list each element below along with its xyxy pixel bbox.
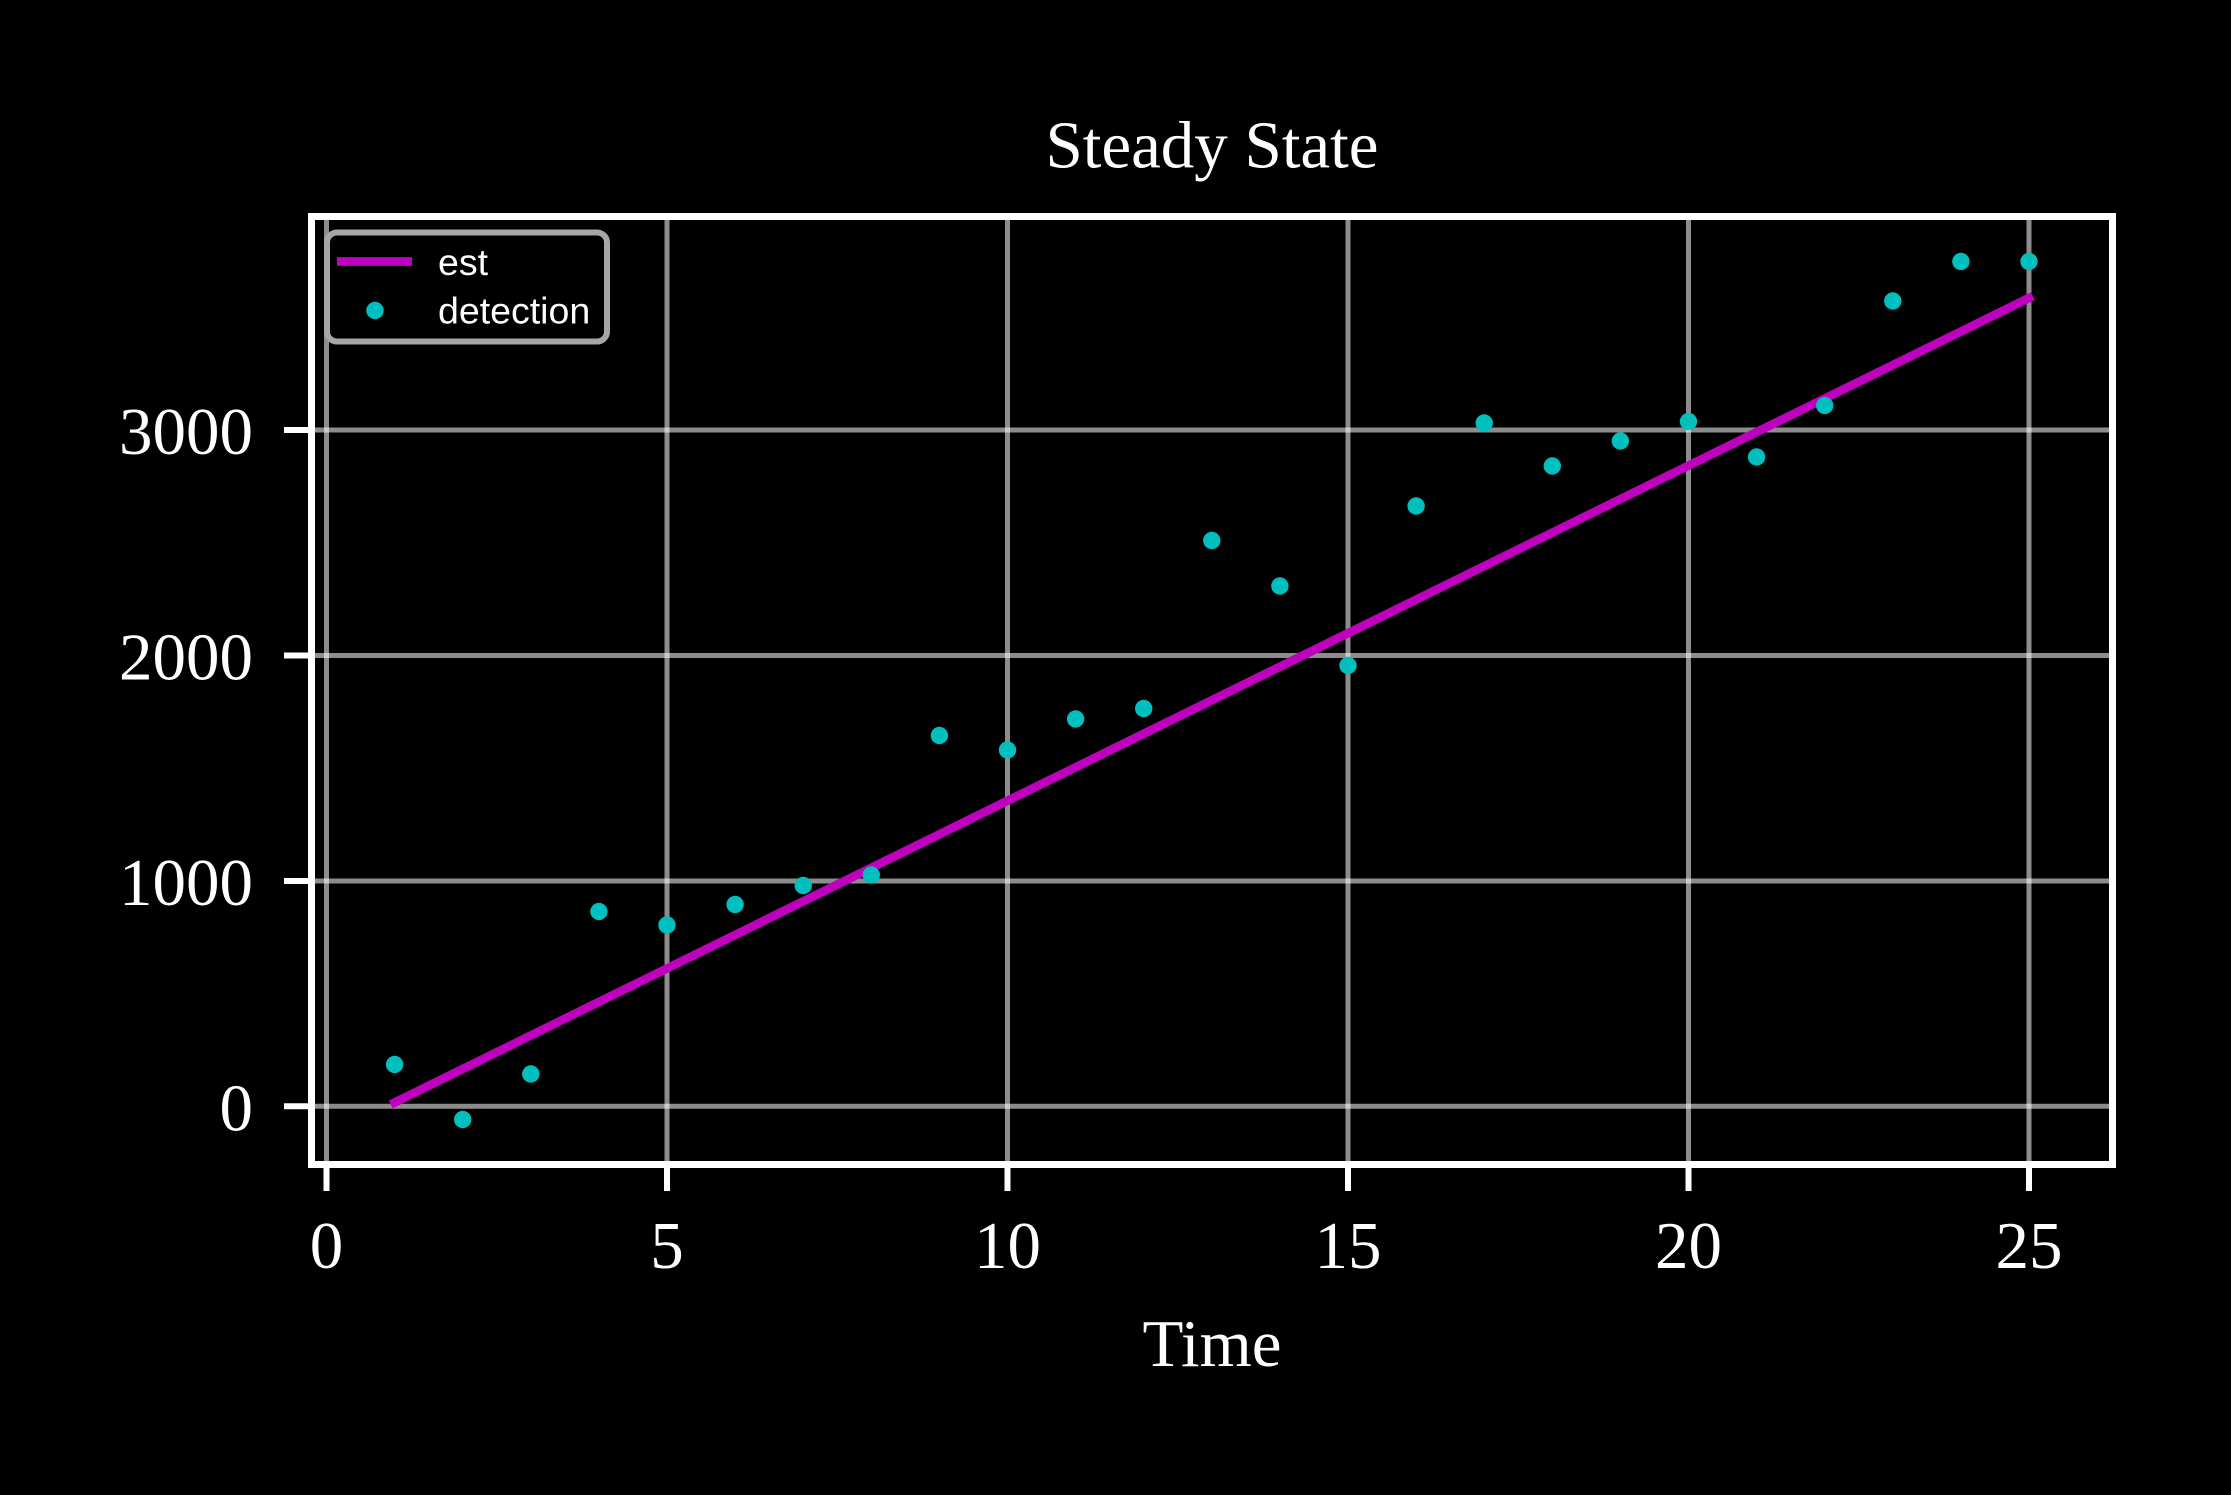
svg-text:detection: detection xyxy=(438,290,590,332)
svg-text:20: 20 xyxy=(1655,1209,1722,1283)
svg-text:5: 5 xyxy=(650,1209,684,1283)
svg-text:1000: 1000 xyxy=(119,846,253,920)
svg-text:10: 10 xyxy=(974,1209,1041,1283)
svg-text:25: 25 xyxy=(1996,1209,2063,1283)
svg-text:0: 0 xyxy=(310,1209,344,1283)
svg-text:Time: Time xyxy=(1142,1307,1281,1381)
svg-text:0: 0 xyxy=(220,1071,254,1145)
svg-text:15: 15 xyxy=(1315,1209,1382,1283)
svg-text:est: est xyxy=(438,241,489,283)
svg-text:3000: 3000 xyxy=(119,395,253,469)
svg-text:Steady State: Steady State xyxy=(1045,109,1378,183)
svg-text:2000: 2000 xyxy=(119,621,253,695)
